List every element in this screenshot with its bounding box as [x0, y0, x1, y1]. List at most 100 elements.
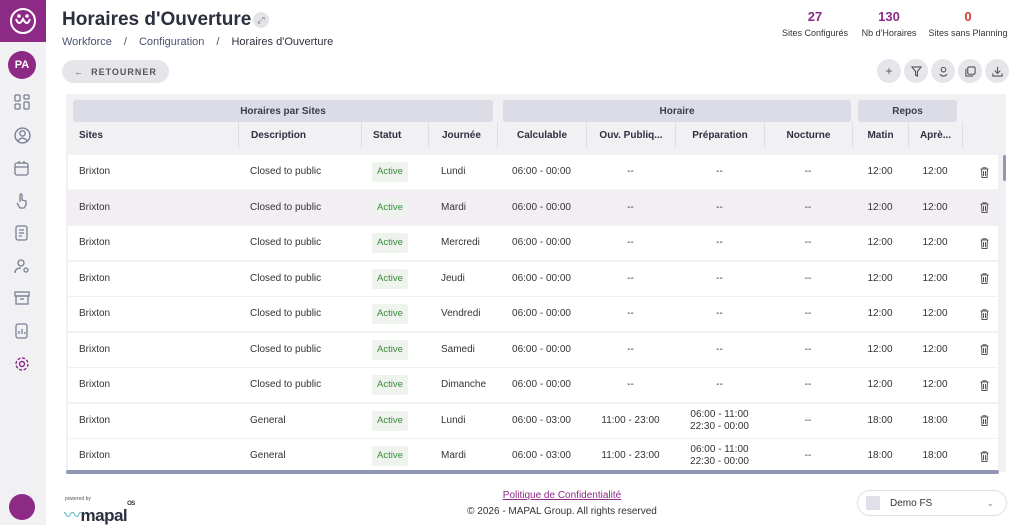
table-row[interactable]: Brixton Closed to public Active Jeudi 06:00 … [66, 261, 998, 296]
cell-text: -- [627, 272, 634, 284]
status-badge: Active [372, 375, 408, 395]
cell-preparation: -- [675, 262, 764, 296]
dashboard-icon[interactable] [11, 91, 33, 113]
delete-row-button[interactable] [962, 368, 1006, 402]
cell-calculable: 06:00 - 00:00 [497, 368, 586, 402]
cell-statut: Active [361, 262, 428, 296]
filter-button[interactable] [904, 59, 928, 83]
status-badge: Active [372, 446, 408, 466]
column-header-calculable[interactable]: Calculable [497, 122, 586, 148]
breadcrumb-configuration[interactable]: Configuration [138, 36, 205, 48]
trash-icon [980, 450, 988, 462]
cell-nocturne: -- [764, 404, 852, 438]
user-avatar[interactable]: PA [8, 51, 36, 79]
settings-gear-icon[interactable] [11, 353, 33, 375]
cell-nocturne: -- [764, 368, 852, 402]
expand-icon[interactable]: ⤢ [253, 12, 269, 28]
cell-sites: Brixton [66, 262, 238, 296]
cell-calculable: 06:00 - 03:00 [497, 439, 586, 472]
cell-text: 11:00 - 23:00 [601, 414, 660, 426]
breadcrumb-workforce[interactable]: Workforce [62, 36, 112, 48]
trash-icon [980, 273, 988, 284]
cell-text: -- [627, 166, 634, 177]
table-row[interactable]: Brixton General Active Mardi 06:00 - 03:00 11… [68, 439, 998, 472]
user-circle-icon[interactable] [11, 124, 33, 146]
column-header-statut[interactable]: Statut [361, 122, 428, 148]
cell-statut: Active [361, 226, 428, 260]
report-icon[interactable] [11, 320, 33, 342]
table-row[interactable]: Brixton Closed to public Active Dimanche 06:… [68, 368, 998, 402]
user-search-icon[interactable] [11, 255, 33, 277]
cell-ouv-publique: 11:00 - 23:00 [586, 404, 675, 438]
cell-apres: 12:00 [908, 226, 962, 260]
cell-description: Closed to public [238, 155, 361, 189]
cell-nocturne: -- [764, 226, 852, 260]
bottom-app-icon[interactable] [9, 494, 35, 520]
cell-text: 18:00 [922, 414, 948, 426]
cell-text: 12:00 [867, 343, 893, 355]
add-button[interactable]: + [877, 59, 901, 83]
status-badge: Active [372, 162, 408, 182]
cell-text: -- [627, 308, 634, 319]
cell-text: -- [716, 272, 723, 284]
cell-text: 06:00 - 00:00 [512, 379, 571, 390]
column-header-journee[interactable]: Journée [428, 122, 497, 148]
delete-row-button[interactable] [962, 155, 1006, 189]
vertical-scrollbar[interactable] [1003, 155, 1006, 181]
column-header-nocturne[interactable]: Nocturne [764, 122, 852, 148]
delete-row-button[interactable] [962, 191, 1006, 225]
site-selector[interactable]: Demo FS ⌄ [857, 490, 1007, 516]
table-row[interactable]: Brixton Closed to public Active Lundi 06:00 … [68, 155, 998, 189]
delete-row-button[interactable] [962, 226, 1006, 260]
cell-sites: Brixton [66, 155, 238, 189]
filter-icon [910, 65, 922, 77]
cell-matin: 12:00 [852, 155, 908, 189]
calendar-icon[interactable] [11, 157, 33, 179]
duplicate-button[interactable] [958, 59, 982, 83]
delete-row-button[interactable] [962, 297, 1006, 331]
cell-preparation: -- [675, 226, 764, 260]
status-badge: Active [372, 268, 408, 289]
page-title: Horaires d'Ouverture [62, 9, 252, 30]
cell-preparation: -- [675, 191, 764, 225]
plus-icon: + [885, 64, 893, 78]
cell-sites: Brixton [66, 191, 238, 225]
table-row[interactable]: Brixton Closed to public Active Mardi 06:00 … [66, 190, 998, 225]
column-header-ouv-publique[interactable]: Ouv. Publiq... [586, 122, 675, 148]
location-button[interactable] [931, 59, 955, 83]
cell-calculable: 06:00 - 00:00 [497, 297, 586, 331]
cell-apres: 12:00 [908, 333, 962, 367]
back-button[interactable]: ← RETOURNER [62, 60, 169, 83]
column-header-apres[interactable]: Aprè... [908, 122, 962, 148]
cell-preparation: -- [675, 368, 764, 402]
table-row[interactable]: Brixton Closed to public Active Samedi 06:00… [68, 332, 998, 367]
column-header-matin[interactable]: Matin [852, 122, 908, 148]
archive-icon[interactable] [11, 287, 33, 309]
delete-row-button[interactable] [962, 404, 1006, 438]
table-row[interactable]: Brixton General Active Lundi 06:00 - 03:00 11… [68, 403, 998, 438]
cell-ouv-publique: -- [586, 297, 675, 331]
cell-text: 11:00 - 23:00 [601, 450, 660, 461]
hand-pointer-icon[interactable] [11, 190, 33, 212]
delete-row-button[interactable] [962, 333, 1006, 367]
table-row[interactable]: Brixton Closed to public Active Mercredi 06:… [68, 226, 998, 260]
horizontal-scrollbar[interactable] [66, 470, 999, 474]
column-header-description[interactable]: Description [238, 122, 361, 148]
cell-text: Mercredi [441, 237, 480, 248]
cell-calculable: 06:00 - 00:00 [497, 191, 586, 225]
copyright: © 2026 - MAPAL Group. All rights reserve… [467, 506, 657, 517]
cell-text: Brixton [79, 308, 111, 319]
cell-calculable: 06:00 - 00:00 [497, 262, 586, 296]
delete-row-button[interactable] [962, 262, 1006, 296]
cell-description: Closed to public [238, 191, 361, 225]
delete-row-button[interactable] [962, 439, 1006, 472]
table-row[interactable]: Brixton Closed to public Active Vendredi 06:… [68, 297, 998, 331]
column-header-sites[interactable]: Sites [79, 129, 103, 141]
cell-journee: Mercredi [428, 226, 497, 260]
download-button[interactable] [985, 59, 1009, 83]
app-logo[interactable] [0, 0, 46, 42]
privacy-link[interactable]: Politique de Confidentialité [502, 490, 622, 501]
document-icon[interactable] [11, 222, 33, 244]
cell-text: 12:00 [867, 272, 893, 284]
column-header-preparation[interactable]: Préparation [675, 122, 764, 148]
